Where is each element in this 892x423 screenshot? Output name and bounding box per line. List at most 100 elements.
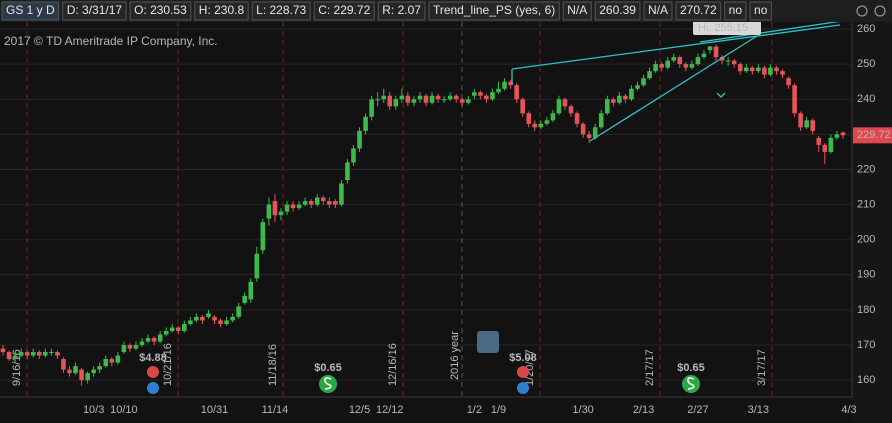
header-field-box <box>749 1 772 21</box>
candle-body <box>472 92 477 96</box>
event-lines: 9/16/16 10/21/16 11/18/16 12/16/16 1/20/17 2/… <box>11 22 773 397</box>
grid: 16017018019020021022023024025026010/310/… <box>0 23 875 416</box>
candle-body <box>635 85 640 89</box>
candle-body <box>580 123 586 135</box>
candle-body <box>556 99 562 114</box>
candle-body <box>194 316 199 321</box>
candle-body <box>133 345 139 349</box>
candle-body <box>417 95 423 100</box>
candle-body <box>792 85 797 114</box>
x-tick-label: 1/2 <box>467 404 482 416</box>
header-field-box <box>594 1 641 21</box>
candle-body <box>768 67 773 75</box>
candle-body <box>725 60 731 62</box>
candle-body <box>665 60 670 68</box>
header-field-box <box>62 1 127 21</box>
candle-body <box>689 64 695 68</box>
last-price-label: 229.72 <box>857 129 891 141</box>
year-label: 2016 year <box>449 331 461 380</box>
y-tick-label: 160 <box>857 374 875 386</box>
candle-body <box>526 113 532 124</box>
candle-body <box>272 201 278 216</box>
candle-body <box>151 338 157 342</box>
trend-lines <box>511 20 843 142</box>
header-field-box <box>313 1 375 21</box>
candle-body <box>169 327 175 331</box>
candle-body <box>810 120 816 131</box>
candle-body <box>659 64 664 68</box>
x-tick-label: 2/13 <box>633 404 654 416</box>
candle-body <box>598 113 604 128</box>
candle-body <box>24 352 30 356</box>
candle-body <box>713 46 719 58</box>
info-icon <box>517 382 529 394</box>
candle-body <box>188 320 193 324</box>
candle-body <box>314 197 320 205</box>
candle-body <box>345 162 350 181</box>
watermark: 2017 © TD Ameritrade IP Company, Inc. <box>4 34 218 48</box>
candle-body <box>568 106 574 114</box>
y-tick-label: 240 <box>857 93 875 105</box>
candle-body <box>562 99 568 107</box>
header-field: GS 1 y D <box>6 3 55 17</box>
candle-body <box>780 71 785 75</box>
x-tick-label: 10/31 <box>201 404 229 416</box>
header-field: H: 230.8 <box>199 3 245 17</box>
candle-body <box>737 64 743 72</box>
candle-body <box>49 352 54 354</box>
candles <box>0 44 846 386</box>
header-field-box <box>251 1 311 21</box>
y-tick-label: 220 <box>857 163 875 175</box>
candle-body <box>12 355 18 360</box>
candle-body <box>453 95 459 100</box>
header-field: N/A <box>648 3 668 17</box>
candle-body <box>743 67 749 72</box>
header-field: D: 3/31/17 <box>67 3 123 17</box>
x-tick-label: 3/13 <box>748 404 769 416</box>
candle-body <box>629 88 634 100</box>
candle-body <box>677 57 683 65</box>
candle-body <box>387 95 393 107</box>
candle-body <box>91 369 96 374</box>
candle-body <box>502 81 507 89</box>
candle-body <box>586 134 592 138</box>
earnings-icon <box>517 366 529 378</box>
y-tick-label: 190 <box>857 269 875 281</box>
candle-body <box>43 352 48 356</box>
candle-body <box>447 95 453 100</box>
expiration-label: 3/17/17 <box>756 349 768 386</box>
header-field-box <box>562 1 592 21</box>
trend-line <box>589 35 758 142</box>
candle-body <box>18 352 24 356</box>
candle-body <box>296 204 302 209</box>
candle-body <box>55 352 60 356</box>
candle-body <box>357 130 362 149</box>
candle-body <box>248 281 254 300</box>
candle-body <box>405 95 411 103</box>
expiration-label: 12/16/16 <box>387 343 399 386</box>
candle-body <box>574 113 580 124</box>
candle-body <box>30 352 36 356</box>
dividend-label: $5.08 <box>509 352 537 364</box>
x-tick-label: 10/10 <box>110 404 138 416</box>
candle-body <box>308 201 314 205</box>
y-tick-label: 260 <box>857 23 875 35</box>
dividend-label: $4.88 <box>139 352 167 364</box>
candle-body <box>828 137 834 152</box>
settings-icon[interactable] <box>874 5 886 17</box>
settings-icon[interactable] <box>856 5 868 17</box>
price-axis-panel <box>852 0 892 423</box>
last-price-tag <box>853 127 892 144</box>
hi-label-box <box>693 21 761 35</box>
candle-body <box>544 120 550 124</box>
candle-body <box>212 316 217 321</box>
candle-body <box>484 95 489 100</box>
candle-body <box>206 313 211 317</box>
candle-body <box>701 53 707 58</box>
header-field-box <box>129 1 192 21</box>
dividend-glyph <box>687 377 695 390</box>
x-tick-label: 4/3 <box>841 404 856 416</box>
dividend-label: $0.65 <box>677 362 705 374</box>
candle-body <box>109 359 115 363</box>
